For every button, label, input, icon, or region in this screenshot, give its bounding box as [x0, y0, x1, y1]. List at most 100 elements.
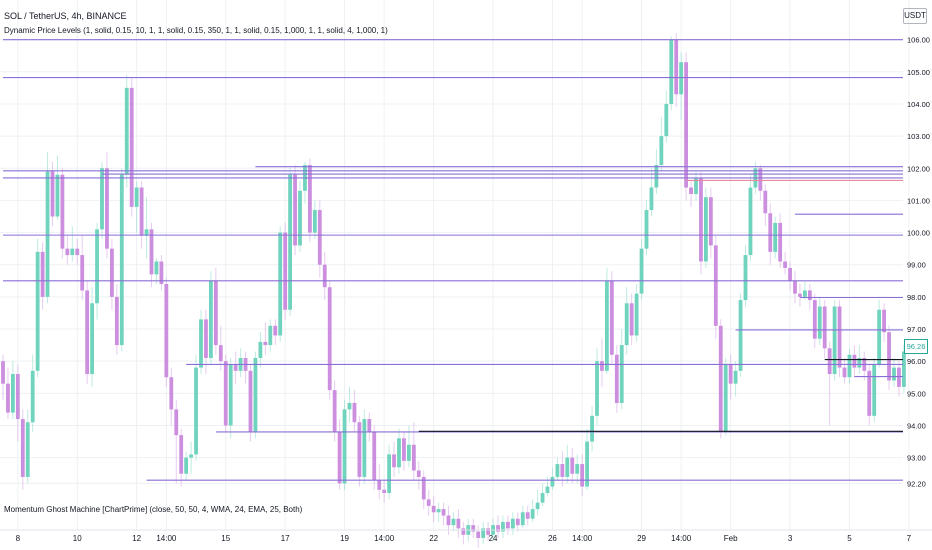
candle-body-31 — [154, 261, 159, 275]
candle-166 — [822, 300, 827, 358]
x-tick-label-5: 17 — [281, 534, 290, 543]
candle-body-179 — [887, 332, 891, 381]
candle-45 — [223, 354, 228, 432]
candle-body-182 — [902, 351, 906, 387]
y-tick-label-6: 98.00 — [907, 293, 926, 302]
candle-body-0 — [1, 361, 5, 384]
y-tick-label-1: 93.00 — [907, 454, 926, 463]
candle-144 — [713, 235, 718, 339]
candle-body-148 — [733, 370, 738, 384]
candle-52 — [258, 332, 263, 368]
candle-body-62 — [308, 165, 312, 233]
candle-135 — [669, 36, 674, 111]
candle-body-150 — [743, 255, 748, 301]
candle-body-93 — [461, 528, 466, 535]
candle-body-158 — [783, 261, 787, 268]
x-tick-label-6: 19 — [340, 534, 349, 543]
candle-71 — [352, 390, 357, 432]
candle-body-44 — [218, 345, 223, 362]
candle-103 — [510, 512, 515, 535]
candle-133 — [659, 116, 664, 172]
candle-59 — [293, 165, 297, 256]
candle-127 — [629, 293, 634, 346]
time-axis[interactable]: 8 10 12 14:00 15 17 19 14:00 22 24 26 14:00 29 14:00 F… — [0, 529, 932, 543]
candle-36 — [179, 428, 184, 487]
currency-button[interactable]: USDT — [903, 8, 927, 24]
candle-85 — [421, 470, 426, 510]
candle-body-8 — [40, 251, 45, 297]
candle-161 — [798, 284, 802, 307]
candle-44 — [218, 325, 223, 371]
x-tick-label-13: 14:00 — [671, 534, 692, 543]
candle-body-32 — [159, 261, 164, 285]
candle-35 — [174, 399, 179, 484]
candle-182 — [902, 345, 906, 394]
candle-61 — [303, 161, 307, 204]
x-tick-label-2: 12 — [132, 534, 141, 543]
candle-43 — [213, 267, 218, 355]
candle-55 — [273, 319, 278, 346]
candle-119 — [590, 406, 594, 452]
candle-body-97 — [481, 528, 486, 539]
candle-body-55 — [273, 325, 278, 336]
candle-4 — [20, 409, 25, 490]
candle-body-161 — [798, 293, 802, 297]
candle-body-38 — [189, 454, 193, 458]
candle-93 — [461, 521, 466, 545]
candle-body-84 — [416, 470, 421, 477]
candle-77 — [382, 480, 387, 503]
candle-18 — [90, 287, 94, 387]
candle-body-126 — [624, 303, 629, 346]
candle-33 — [164, 277, 169, 387]
candle-39 — [194, 354, 198, 461]
candle-178 — [882, 303, 886, 342]
candle-86 — [426, 489, 431, 516]
candle-body-43 — [213, 280, 218, 346]
indicator-legend[interactable]: Dynamic Price Levels (1, solid, 0.15, 10… — [4, 26, 388, 35]
candle-body-7 — [35, 251, 40, 371]
y-tick-label-9: 101.00 — [907, 196, 930, 205]
x-tick-label-16: 5 — [847, 534, 852, 543]
candle-body-132 — [654, 165, 659, 188]
candle-19 — [95, 222, 99, 320]
price-axis[interactable]: 92.20 93.00 94.00 95.00 96.00 97.00 98.00 99.00… — [907, 36, 930, 489]
candle-165 — [817, 296, 822, 346]
x-tick-label-10: 26 — [548, 534, 557, 543]
x-tick-label-14: Feb — [724, 534, 738, 543]
candle-body-53 — [263, 341, 268, 346]
candle-body-125 — [619, 345, 624, 403]
y-tick-label-2: 94.00 — [907, 421, 926, 430]
candle-body-124 — [614, 354, 619, 403]
candle-91 — [451, 512, 456, 532]
candle-body-173 — [857, 357, 862, 368]
candle-body-100 — [496, 525, 500, 532]
candle-179 — [887, 325, 891, 391]
candle-63 — [312, 200, 317, 239]
candle-body-33 — [164, 284, 169, 378]
chart-title[interactable]: SOL / TetherUS, 4h, BINANCE — [4, 11, 127, 21]
candle-body-131 — [649, 187, 654, 211]
lower-pane-legend[interactable]: Momentum Ghost Machine [ChartPrime] (clo… — [4, 505, 303, 514]
last-price-label: 96.26 — [904, 339, 928, 354]
candle-95 — [471, 518, 476, 539]
candle-body-154 — [763, 190, 768, 214]
candle-body-41 — [204, 319, 208, 358]
candle-body-5 — [25, 422, 30, 477]
candle-167 — [827, 341, 832, 426]
candle-body-98 — [486, 528, 490, 535]
chart-grid — [0, 0, 910, 530]
candle-57 — [283, 222, 288, 320]
candle-151 — [748, 174, 753, 262]
candle-143 — [708, 187, 713, 259]
y-tick-label-8: 100.00 — [907, 229, 930, 238]
candle-body-60 — [298, 190, 302, 246]
candle-164 — [812, 293, 817, 349]
candle-111 — [550, 467, 555, 490]
candle-body-25 — [124, 87, 129, 175]
candle-142 — [704, 187, 708, 268]
candle-body-181 — [897, 367, 901, 387]
candle-body-108 — [535, 502, 540, 510]
candle-body-21 — [105, 168, 109, 249]
candle-154 — [763, 184, 768, 227]
